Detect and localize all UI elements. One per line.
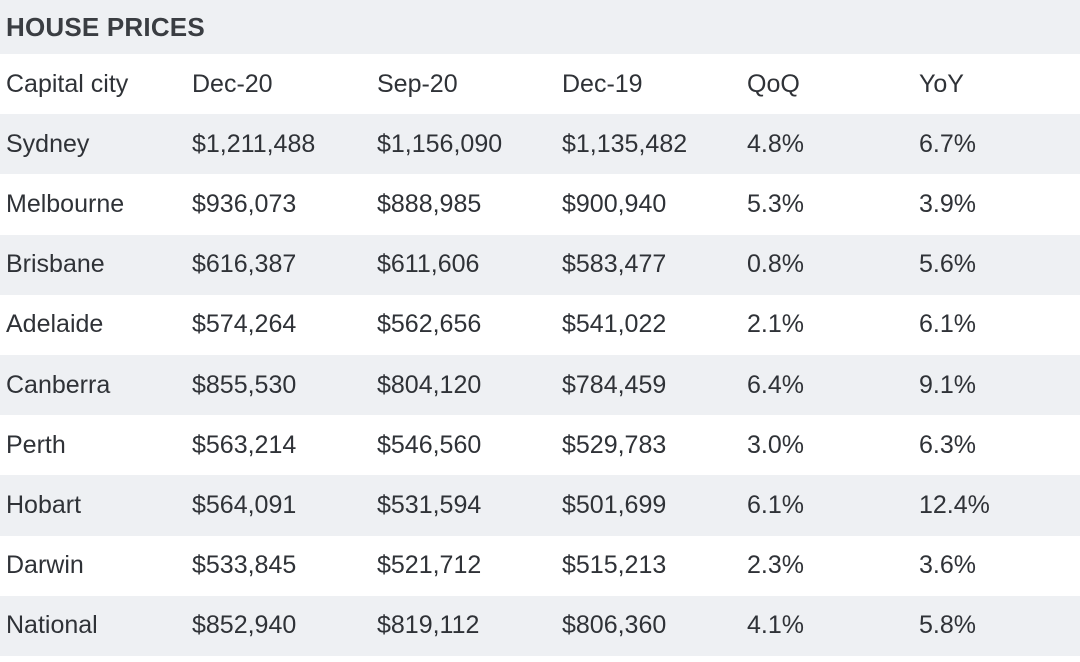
cell-qoq: 6.4% [747,370,804,399]
cell-city: Hobart [6,490,82,519]
cell-dec-19: $515,213 [562,551,667,580]
cell-yoy: 9.1% [919,370,976,399]
cell-city: Adelaide [6,310,104,339]
cell-city: Perth [6,430,66,459]
cell-qoq: 6.1% [747,490,804,519]
cell-sep-20: $804,120 [377,370,482,399]
cell-yoy: 5.8% [919,611,976,640]
cell-dec-19: $529,783 [562,430,667,459]
cell-city: National [6,611,98,640]
cell-sep-20: $888,985 [377,189,482,218]
cell-yoy: 6.7% [919,129,976,158]
cell-qoq: 4.1% [747,611,804,640]
table-row: Perth $563,214 $546,560 $529,783 3.0% 6.… [0,415,1080,476]
cell-sep-20: $521,712 [377,551,482,580]
table-row: Brisbane $616,387 $611,606 $583,477 0.8%… [0,234,1080,295]
cell-qoq: 5.3% [747,189,804,218]
table-row: Melbourne $936,073 $888,985 $900,940 5.3… [0,174,1080,235]
column-header-dec-19: Dec-19 [562,69,643,98]
cell-yoy: 6.3% [919,430,976,459]
cell-sep-20: $562,656 [377,310,482,339]
cell-qoq: 3.0% [747,430,804,459]
cell-city: Melbourne [6,189,125,218]
cell-yoy: 6.1% [919,310,976,339]
cell-dec-19: $501,699 [562,490,667,519]
cell-city: Canberra [6,370,111,399]
cell-dec-20: $574,264 [192,310,297,339]
cell-dec-19: $784,459 [562,370,667,399]
cell-city: Brisbane [6,250,105,279]
cell-city: Sydney [6,129,90,158]
cell-dec-20: $1,211,488 [192,129,316,158]
table-row: Canberra $855,530 $804,120 $784,459 6.4%… [0,354,1080,416]
cell-dec-20: $564,091 [192,490,297,519]
table-row: National $852,940 $819,112 $806,360 4.1%… [0,595,1080,656]
cell-dec-20: $855,530 [192,370,297,399]
table-row: Hobart $564,091 $531,594 $501,699 6.1% 1… [0,475,1080,536]
cell-dec-20: $936,073 [192,189,297,218]
title-bar: HOUSE PRICES [0,0,1080,54]
cell-qoq: 0.8% [747,250,804,279]
cell-sep-20: $531,594 [377,490,482,519]
cell-qoq: 4.8% [747,129,804,158]
table-row: Adelaide $574,264 $562,656 $541,022 2.1%… [0,294,1080,355]
cell-sep-20: $1,156,090 [377,129,503,158]
cell-dec-19: $806,360 [562,611,667,640]
cell-dec-20: $852,940 [192,611,297,640]
table-row: Darwin $533,845 $521,712 $515,213 2.3% 3… [0,535,1080,596]
column-header-dec-20: Dec-20 [192,69,273,98]
cell-yoy: 3.6% [919,551,976,580]
table-row: Sydney $1,211,488 $1,156,090 $1,135,482 … [0,114,1080,175]
column-header-sep-20: Sep-20 [377,69,458,98]
table-title: HOUSE PRICES [6,11,205,42]
cell-dec-19: $583,477 [562,250,667,279]
house-prices-table: Capital city Dec-20 Sep-20 Dec-19 QoQ Yo… [0,54,1080,656]
cell-sep-20: $819,112 [377,611,480,640]
cell-qoq: 2.3% [747,551,804,580]
column-header-qoq: QoQ [747,69,800,98]
cell-dec-20: $533,845 [192,551,297,580]
cell-sep-20: $546,560 [377,430,482,459]
header-row: Capital city Dec-20 Sep-20 Dec-19 QoQ Yo… [0,54,1080,115]
cell-qoq: 2.1% [747,310,804,339]
column-header-capital-city: Capital city [6,69,129,98]
cell-yoy: 12.4% [919,490,990,519]
cell-yoy: 3.9% [919,189,976,218]
column-header-yoy: YoY [919,69,964,98]
cell-dec-20: $563,214 [192,430,297,459]
cell-dec-19: $1,135,482 [562,129,688,158]
cell-dec-19: $900,940 [562,189,667,218]
cell-yoy: 5.6% [919,250,976,279]
cell-city: Darwin [6,551,84,580]
cell-dec-19: $541,022 [562,310,667,339]
cell-sep-20: $611,606 [377,250,480,279]
cell-dec-20: $616,387 [192,250,297,279]
